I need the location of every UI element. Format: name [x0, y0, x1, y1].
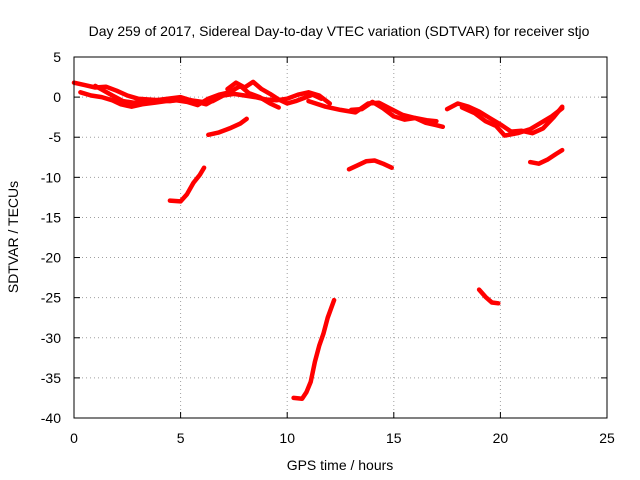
series-track-15: [527, 147, 565, 166]
x-tick-label: 5: [177, 430, 185, 446]
x-tick-label: 15: [386, 430, 402, 446]
chart-title: Day 259 of 2017, Sidereal Day-to-day VTE…: [89, 23, 590, 39]
y-tick-label: 0: [53, 89, 61, 105]
y-tick-label: -40: [41, 410, 61, 426]
y-axis-label: SDTVAR / TECUs: [5, 181, 21, 293]
y-tick-label: 5: [53, 49, 61, 65]
y-tick-label: -20: [41, 250, 61, 266]
series-track-4: [210, 90, 333, 106]
x-tick-labels: 0 5 10 15 20 25: [70, 430, 615, 446]
x-axis-label: GPS time / hours: [287, 457, 394, 473]
y-tick-label: -5: [49, 129, 62, 145]
plot-frame: [73, 56, 608, 419]
y-tick-label: -15: [41, 209, 61, 225]
series-track-3: [93, 83, 217, 107]
series-track-10: [167, 165, 207, 204]
series-track-14: [476, 287, 501, 306]
x-tick-label: 10: [279, 430, 295, 446]
x-tick-label: 25: [599, 430, 615, 446]
series-track-9: [459, 105, 565, 138]
series-track-5: [225, 79, 324, 106]
x-tick-label: 20: [493, 430, 509, 446]
series-track-2: [78, 83, 281, 110]
series-track-12: [291, 297, 337, 401]
series-track-13: [346, 158, 394, 172]
y-tick-label: -30: [41, 330, 61, 346]
data-series: [71, 79, 565, 401]
y-tick-labels: 5 0 -5 -10 -15 -20 -25 -30 -35 -40: [41, 49, 61, 426]
y-tick-label: -35: [41, 370, 61, 386]
y-tick-label: -10: [41, 169, 61, 185]
series-track-11: [206, 116, 249, 138]
y-tick-label: -25: [41, 290, 61, 306]
x-tick-label: 0: [70, 430, 78, 446]
series-track-7: [348, 99, 446, 130]
series-track-8: [444, 101, 565, 136]
